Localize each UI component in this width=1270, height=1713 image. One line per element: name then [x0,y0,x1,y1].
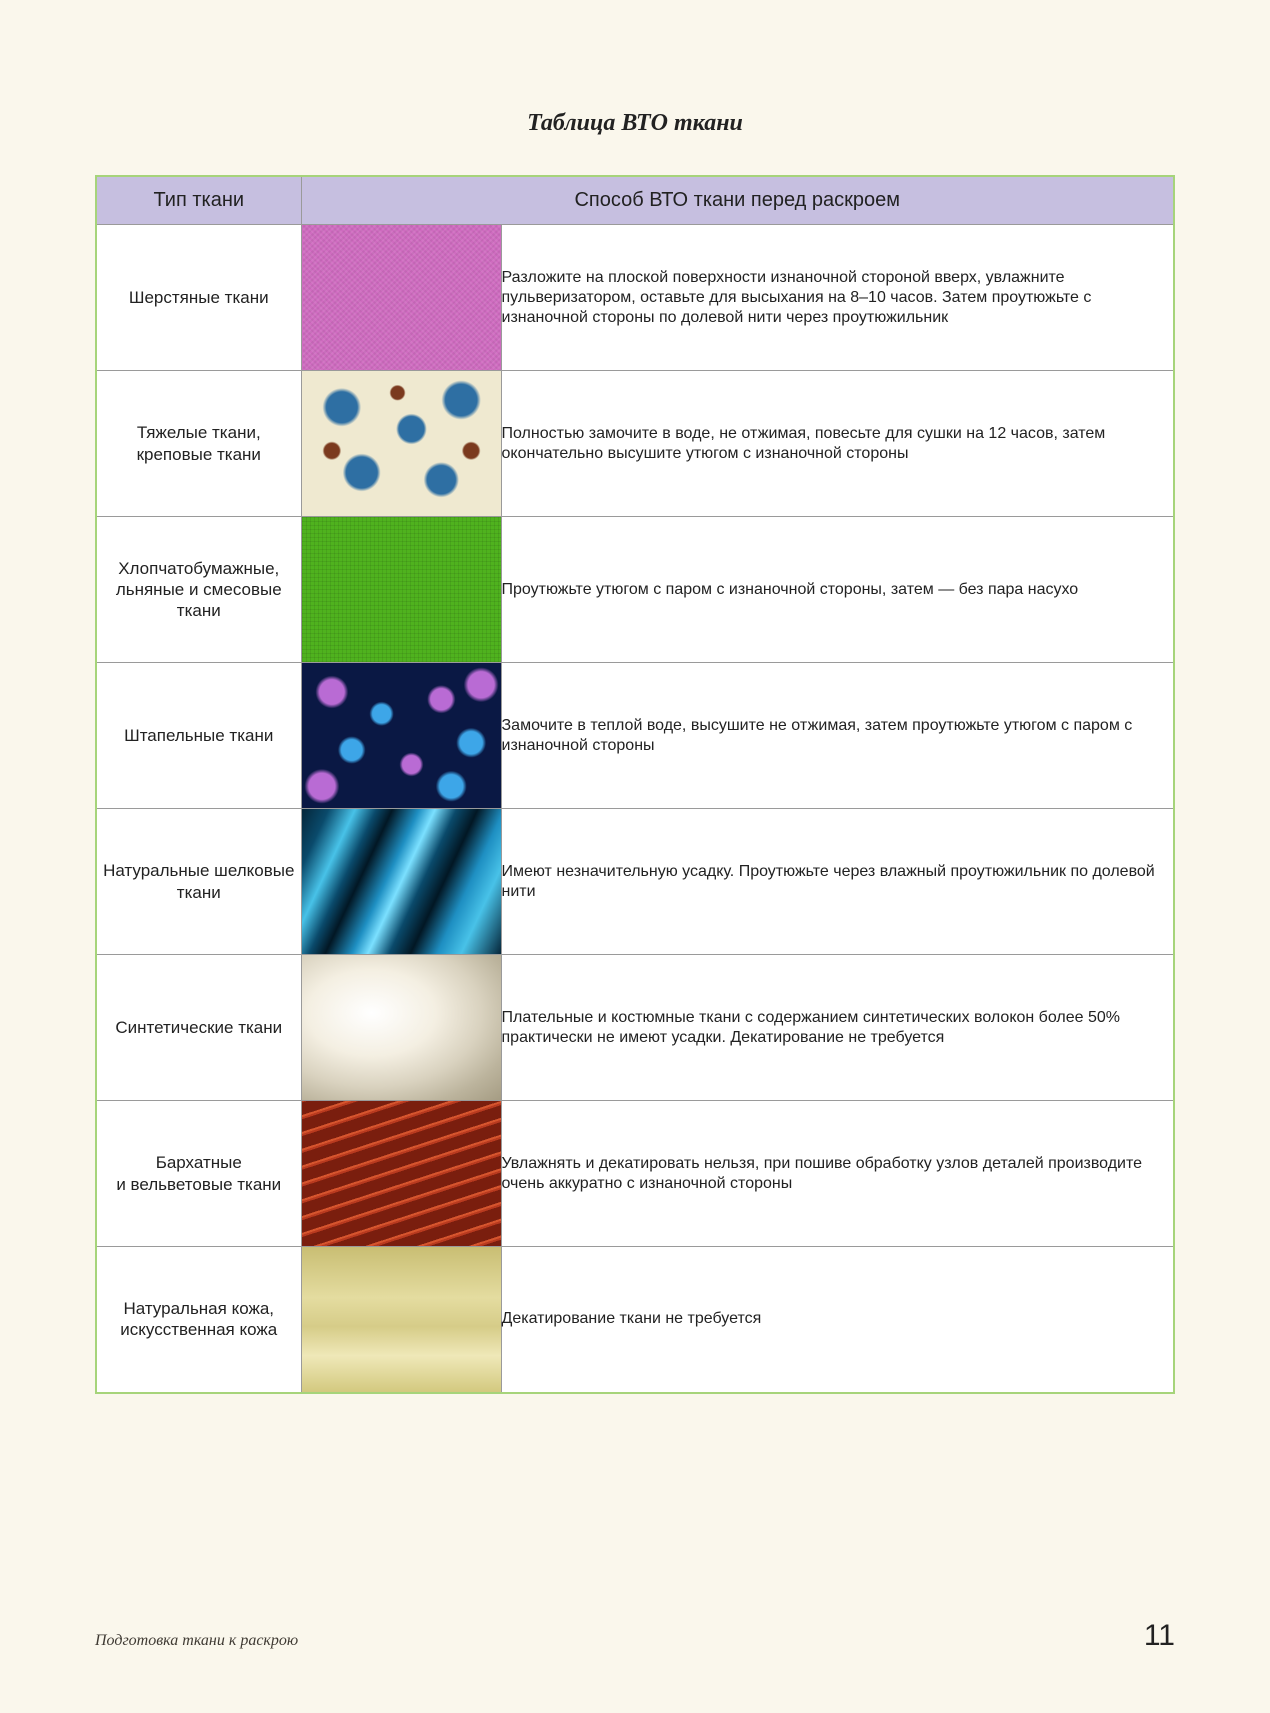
blue-silk-fabric [302,809,501,954]
table-row: Натуральные шелковые ткани Имеют незначит… [96,809,1174,955]
footer-caption: Подготовка ткани к раскрою [95,1632,298,1650]
fabric-type-cell: Хлопчатобумажные, льняные и смесовые тка… [96,517,301,663]
fabric-swatch-cell [301,663,501,809]
fabric-method-cell: Разложите на плоской поверхности изнаноч… [501,225,1174,371]
fabric-method-cell: Плательные и костюмные ткани с содержани… [501,955,1174,1101]
page-container: Таблица ВТО ткани Тип ткани Способ ВТО т… [0,0,1270,1454]
col-header-type: Тип ткани [96,176,301,225]
fabric-method-cell: Замочите в теплой воде, высушите не отжи… [501,663,1174,809]
fabric-type-cell: Бархатные и вельветовые ткани [96,1101,301,1247]
table-row: Хлопчатобумажные, льняные и смесовые тка… [96,517,1174,663]
col-header-method: Способ ВТО ткани перед раскроем [301,176,1174,225]
table-row: Натуральная кожа, искусственная кожа Дека… [96,1247,1174,1393]
green-linen-fabric [302,517,501,662]
page-footer: Подготовка ткани к раскрою 11 [95,1619,1175,1653]
fabric-type-cell: Натуральные шелковые ткани [96,809,301,955]
page-title: Таблица ВТО ткани [95,110,1175,137]
table-row: Шерстяные ткани Разложите на плоской пове… [96,225,1174,371]
fabric-method-cell: Имеют незначительную усадку. Проутюжьте … [501,809,1174,955]
fabric-swatch-cell [301,225,501,371]
pink-wool-fabric [302,225,501,370]
fabric-swatch-cell [301,955,501,1101]
fabric-method-cell: Декатирование ткани не требуется [501,1247,1174,1393]
fabric-method-cell: Увлажнять и декатировать нельзя, при пош… [501,1101,1174,1247]
dark-blue-floral-fabric [302,663,501,808]
fabric-swatch-cell [301,371,501,517]
fabric-type-cell: Натуральная кожа, искусственная кожа [96,1247,301,1393]
yellow-leather-fabric [302,1247,501,1392]
fabric-type-cell: Синтетические ткани [96,955,301,1101]
fabric-type-cell: Шерстяные ткани [96,225,301,371]
fabric-type-cell: Тяжелые ткани, креповые ткани [96,371,301,517]
table-row: Штапельные ткани Замочите в теплой воде, … [96,663,1174,809]
table-row: Тяжелые ткани, креповые ткани Полностью з… [96,371,1174,517]
table-row: Синтетические ткани Плательные и костюмны… [96,955,1174,1101]
cream-blue-floral-fabric [302,371,501,516]
fabric-table: Тип ткани Способ ВТО ткани перед раскрое… [95,175,1175,1394]
fabric-swatch-cell [301,1247,501,1393]
fabric-method-cell: Полностью замочите в воде, не отжимая, п… [501,371,1174,517]
red-corduroy-fabric [302,1101,501,1246]
fabric-type-cell: Штапельные ткани [96,663,301,809]
fabric-swatch-cell [301,1101,501,1247]
white-synthetic-fabric [302,955,501,1100]
fabric-swatch-cell [301,809,501,955]
footer-page-number: 11 [1144,1619,1175,1653]
table-row: Бархатные и вельветовые ткани Увлажнять и… [96,1101,1174,1247]
fabric-method-cell: Проутюжьте утюгом с паром с изнаночной с… [501,517,1174,663]
table-header-row: Тип ткани Способ ВТО ткани перед раскрое… [96,176,1174,225]
fabric-swatch-cell [301,517,501,663]
